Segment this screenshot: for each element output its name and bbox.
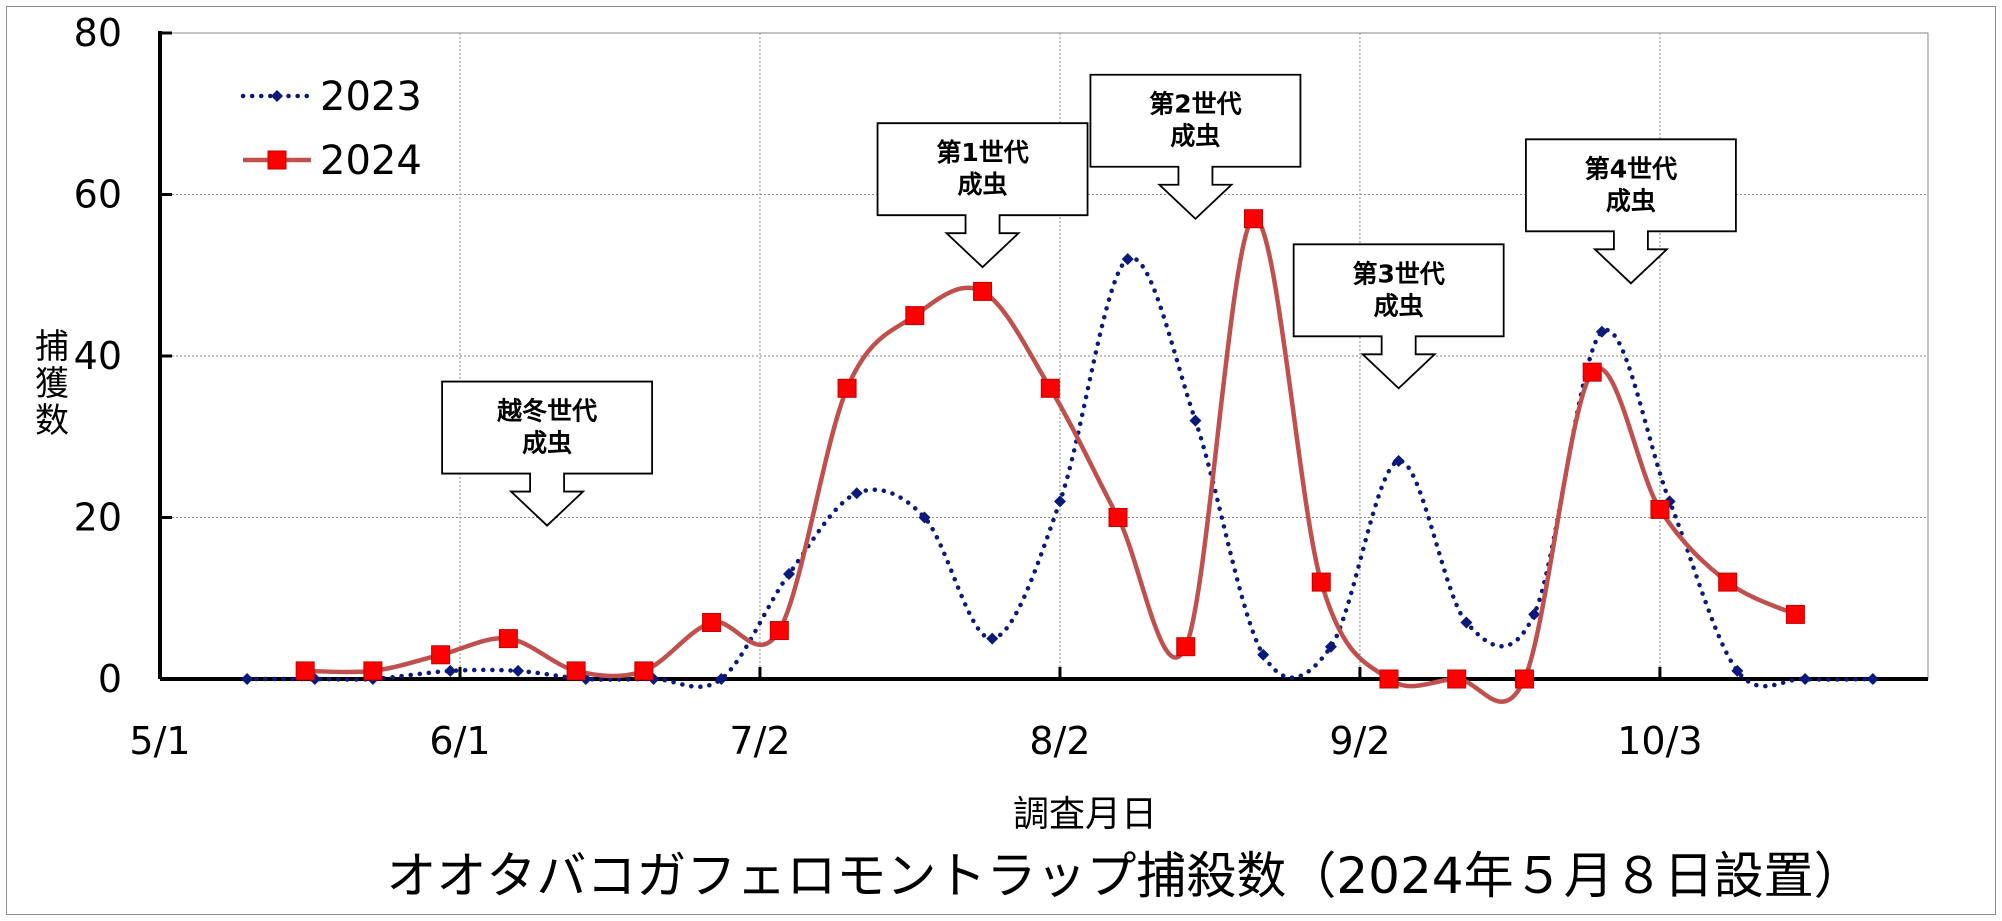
y-tick-label: 80 bbox=[74, 11, 122, 55]
chart-frame bbox=[6, 6, 1996, 915]
annotation-text: 成虫 bbox=[1170, 122, 1220, 151]
data-point-2024 bbox=[1718, 572, 1738, 592]
data-point-2024 bbox=[498, 629, 518, 649]
annotation-text: 第4世代 bbox=[1585, 154, 1677, 183]
legend-marker bbox=[267, 150, 287, 170]
data-point-2024 bbox=[1514, 669, 1534, 689]
series-layer bbox=[241, 209, 1879, 704]
y-axis-label: 捕獲数 bbox=[35, 327, 69, 441]
data-point-2023 bbox=[986, 632, 999, 645]
data-point-2023 bbox=[1324, 640, 1337, 653]
callout-shape bbox=[1292, 243, 1505, 390]
data-point-2023 bbox=[1799, 673, 1812, 685]
data-point-2023 bbox=[783, 568, 796, 581]
data-point-2023 bbox=[241, 673, 254, 685]
data-point-2023 bbox=[512, 664, 525, 677]
annotation-text: 第3世代 bbox=[1352, 259, 1444, 288]
annotation-text: 成虫 bbox=[1606, 186, 1656, 215]
x-tick-label: 5/1 bbox=[129, 719, 190, 763]
y-tick-label: 40 bbox=[74, 334, 122, 378]
legend-label: 2023 bbox=[320, 74, 422, 120]
data-point-2024 bbox=[1785, 604, 1805, 624]
data-point-2023 bbox=[1189, 414, 1202, 427]
data-point-2023 bbox=[715, 673, 728, 685]
y-tick-label: 20 bbox=[74, 496, 122, 540]
x-tick-label: 9/2 bbox=[1329, 719, 1390, 763]
legend-label: 2024 bbox=[320, 138, 422, 184]
data-point-2024 bbox=[973, 281, 993, 301]
data-point-2024 bbox=[702, 612, 722, 632]
data-point-2023 bbox=[1121, 253, 1134, 266]
data-point-2023 bbox=[1392, 454, 1405, 467]
data-point-2024 bbox=[1176, 637, 1196, 657]
data-point-2023 bbox=[444, 664, 457, 677]
data-point-2024 bbox=[566, 661, 586, 681]
annotation-text: 越冬世代 bbox=[497, 397, 597, 426]
y-tick-label: 60 bbox=[74, 173, 122, 217]
series-2024 bbox=[295, 209, 1805, 704]
data-point-2024 bbox=[769, 621, 789, 641]
legend-item-2023: 2023 bbox=[240, 74, 422, 120]
data-point-2024 bbox=[431, 645, 451, 665]
series-line-2023 bbox=[244, 255, 1876, 690]
legend-marker bbox=[271, 90, 283, 102]
axes: 0 20 40 60 80 5/1 6/1 7/2 8/2 9/2 10/3 bbox=[74, 11, 1928, 763]
x-tick-label: 6/1 bbox=[429, 719, 490, 763]
data-point-2024 bbox=[1108, 508, 1128, 527]
data-point-2024 bbox=[1379, 669, 1399, 689]
data-point-2024 bbox=[1244, 209, 1264, 229]
legend-item-2024: 2024 bbox=[243, 138, 422, 184]
data-point-2023 bbox=[1460, 616, 1473, 629]
annotation-text: 成虫 bbox=[1374, 291, 1424, 320]
x-tick-label: 10/3 bbox=[1617, 719, 1702, 763]
data-point-2023 bbox=[1257, 648, 1270, 661]
data-point-2024 bbox=[1447, 669, 1467, 689]
callout-shape bbox=[876, 122, 1089, 269]
x-tick-label: 8/2 bbox=[1029, 719, 1090, 763]
data-point-2024 bbox=[1040, 378, 1060, 398]
chart-title: オオタバコガフェロモントラップ捕殺数（2024年５月８日設置） bbox=[386, 847, 1863, 905]
legend: 2023 2024 bbox=[240, 74, 422, 184]
data-point-2023 bbox=[850, 487, 863, 500]
annotation-text: 第1世代 bbox=[936, 138, 1028, 167]
data-point-2024 bbox=[363, 661, 383, 681]
data-point-2023 bbox=[1595, 325, 1608, 338]
y-tick-label: 0 bbox=[98, 657, 122, 701]
data-point-2024 bbox=[1582, 362, 1602, 382]
data-point-2023 bbox=[1866, 673, 1879, 685]
data-point-2023 bbox=[1731, 664, 1744, 677]
data-point-2024 bbox=[295, 661, 315, 681]
callout-shape bbox=[1089, 73, 1302, 220]
data-point-2023 bbox=[1053, 495, 1066, 508]
data-point-2024 bbox=[1650, 499, 1670, 519]
x-tick-label: 7/2 bbox=[729, 719, 790, 763]
annotation-text: 第2世代 bbox=[1149, 90, 1241, 119]
data-point-2024 bbox=[905, 306, 925, 326]
annotation-text: 成虫 bbox=[522, 429, 572, 458]
data-point-2024 bbox=[634, 661, 654, 681]
data-point-2024 bbox=[1311, 572, 1331, 592]
callout-shape bbox=[1525, 138, 1737, 285]
annotation-text: 成虫 bbox=[958, 170, 1008, 199]
data-point-2024 bbox=[837, 378, 857, 398]
data-point-2023 bbox=[1528, 608, 1541, 621]
callout-shape bbox=[441, 380, 653, 527]
x-axis-title: 調査月日 bbox=[1013, 794, 1157, 835]
data-point-2023 bbox=[918, 511, 931, 524]
series-2023 bbox=[241, 253, 1879, 690]
